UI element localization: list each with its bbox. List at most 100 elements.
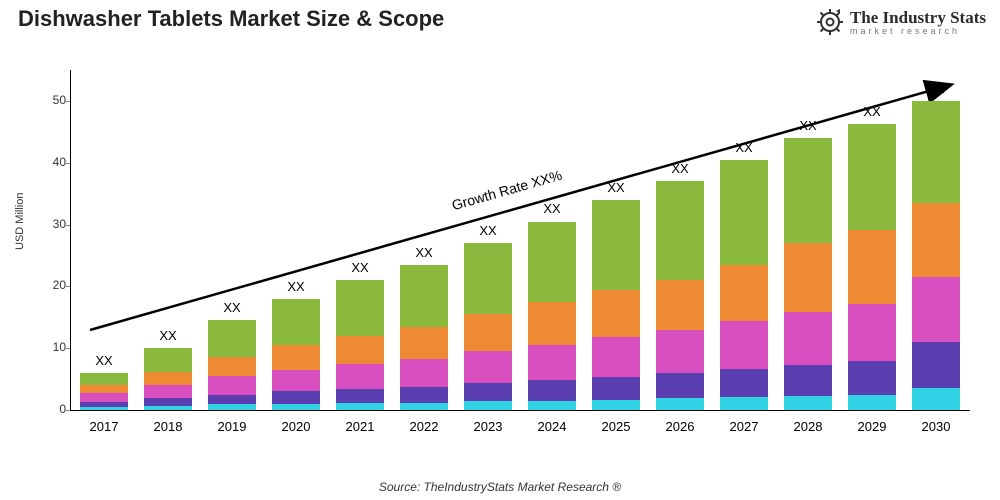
bar-segment — [848, 304, 896, 361]
x-tick-label: 2018 — [144, 419, 192, 434]
bar-value-label: XX — [528, 201, 576, 216]
bar-segment — [528, 401, 576, 410]
bar-segment — [272, 370, 320, 392]
bar-segment — [144, 398, 192, 405]
bar-segment — [784, 138, 832, 243]
bar-segment — [272, 299, 320, 345]
x-tick-label: 2028 — [784, 419, 832, 434]
bar-segment — [656, 373, 704, 398]
bar-segment — [656, 330, 704, 373]
bar-segment — [336, 364, 384, 389]
growth-arrow — [70, 70, 970, 410]
bar-2017: XX — [80, 373, 128, 410]
bar-segment — [848, 395, 896, 410]
bar-segment — [400, 403, 448, 410]
chart-title: Dishwasher Tablets Market Size & Scope — [18, 6, 444, 32]
bar-segment — [784, 312, 832, 365]
bar-segment — [144, 385, 192, 399]
bar-segment — [272, 345, 320, 370]
bar-value-label: XX — [80, 353, 128, 368]
bar-segment — [80, 385, 128, 392]
bar-segment — [912, 388, 960, 410]
bar-value-label: XX — [720, 140, 768, 155]
chart-container: Dishwasher Tablets Market Size & Scope T… — [0, 0, 1000, 500]
bar-2019: XX — [208, 320, 256, 410]
x-tick-label: 2019 — [208, 419, 256, 434]
bar-segment — [208, 357, 256, 376]
bar-segment — [208, 376, 256, 395]
brand-logo: The Industry Stats market research — [816, 8, 986, 36]
bar-segment — [272, 391, 320, 403]
bar-segment — [656, 280, 704, 329]
bar-segment — [400, 387, 448, 403]
x-tick-label: 2026 — [656, 419, 704, 434]
x-tick-label: 2023 — [464, 419, 512, 434]
bar-segment — [528, 380, 576, 400]
x-tick-label: 2020 — [272, 419, 320, 434]
bar-value-label: XX — [336, 260, 384, 275]
bar-value-label: XX — [464, 223, 512, 238]
bar-2025: XX — [592, 200, 640, 410]
bar-segment — [848, 361, 896, 395]
bar-segment — [592, 337, 640, 377]
bar-segment — [464, 351, 512, 383]
bar-segment — [720, 369, 768, 397]
bar-value-label: XX — [208, 300, 256, 315]
bar-segment — [80, 393, 128, 402]
bar-segment — [592, 400, 640, 411]
x-tick-label: 2027 — [720, 419, 768, 434]
bar-segment — [784, 365, 832, 396]
bar-segment — [592, 290, 640, 337]
bar-segment — [336, 280, 384, 336]
bar-segment — [400, 265, 448, 327]
bar-segment — [656, 398, 704, 410]
bar-segment — [720, 321, 768, 369]
bar-segment — [464, 314, 512, 351]
y-tick-label: 10 — [44, 340, 66, 354]
bar-segment — [528, 345, 576, 381]
bar-segment — [656, 181, 704, 280]
y-axis-line — [70, 70, 71, 410]
bar-segment — [208, 404, 256, 410]
bar-segment — [784, 243, 832, 312]
bar-segment — [464, 243, 512, 313]
bar-segment — [208, 395, 256, 405]
bar-segment — [784, 396, 832, 410]
logo-text: The Industry Stats — [850, 8, 986, 28]
bar-segment — [144, 348, 192, 372]
bar-segment — [80, 407, 128, 410]
x-axis-line — [70, 410, 970, 411]
bar-2030: XX — [912, 101, 960, 410]
bar-value-label: XX — [848, 104, 896, 119]
bar-segment — [208, 320, 256, 357]
bar-segment — [336, 403, 384, 410]
plot-area: Growth Rate XX% XXXXXXXXXXXXXXXXXXXXXXXX… — [70, 70, 970, 440]
bar-2022: XX — [400, 265, 448, 410]
x-tick-label: 2017 — [80, 419, 128, 434]
bar-2024: XX — [528, 221, 576, 410]
bar-segment — [912, 342, 960, 388]
bar-segment — [912, 101, 960, 203]
bar-segment — [144, 372, 192, 384]
bar-segment — [592, 200, 640, 290]
y-tick-label: 40 — [44, 155, 66, 169]
bar-segment — [144, 406, 192, 410]
bar-segment — [720, 397, 768, 410]
y-tick-label: 0 — [44, 402, 66, 416]
bar-segment — [400, 327, 448, 359]
bar-segment — [80, 373, 128, 385]
bar-segment — [336, 389, 384, 403]
x-tick-label: 2025 — [592, 419, 640, 434]
source-caption: Source: TheIndustryStats Market Research… — [0, 480, 1000, 494]
bar-2028: XX — [784, 138, 832, 410]
bar-segment — [528, 302, 576, 344]
bar-value-label: XX — [656, 161, 704, 176]
y-axis-label: USD Million — [14, 193, 26, 250]
bar-segment — [848, 124, 896, 229]
bar-2018: XX — [144, 348, 192, 410]
bar-segment — [400, 359, 448, 387]
y-tick-label: 30 — [44, 217, 66, 231]
x-tick-label: 2022 — [400, 419, 448, 434]
bar-value-label: XX — [272, 279, 320, 294]
bar-segment — [720, 265, 768, 321]
